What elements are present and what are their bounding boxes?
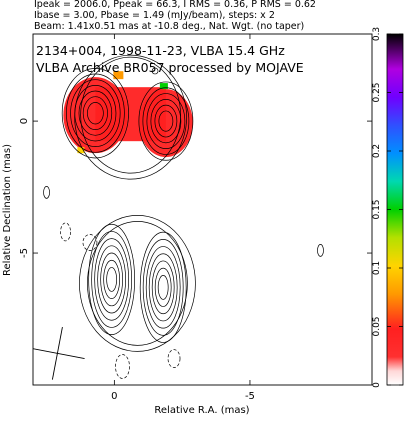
beam-minor-axis — [33, 348, 85, 359]
contour-ring — [106, 267, 117, 292]
noise-contour — [43, 185, 50, 199]
contour-ring — [61, 68, 129, 159]
contour-ring — [142, 239, 184, 336]
contour-ring — [138, 81, 194, 161]
x-axis-label: Relative R.A. (mas) — [154, 405, 249, 416]
negative-contour — [115, 354, 130, 379]
x-tick-label: -5 — [245, 391, 255, 402]
negative-contour — [82, 234, 98, 251]
contour-ring — [70, 79, 121, 148]
noise-contour — [317, 244, 324, 257]
plot-title-line-1: 2134+004, 1998-11-23, VLBA 15.4 GHz — [36, 43, 285, 58]
negative-contour — [167, 349, 181, 368]
polarization-patch — [159, 83, 168, 90]
header-stats-line-1: Ipeak = 2006.0, Ppeak = 66.3, I RMS = 0.… — [34, 0, 316, 10]
noise-contour — [151, 67, 159, 75]
contour-ring — [142, 87, 190, 155]
colorbar-tick-label: 0.1 — [372, 261, 382, 275]
polarization-patch — [113, 71, 124, 80]
colorbar-tick-label: 0.25 — [372, 82, 382, 102]
contour-ring — [145, 246, 181, 329]
contour-ring — [82, 96, 108, 130]
header-beam-line: Beam: 1.41x0.51 mas at -10.8 deg., Nat. … — [34, 21, 305, 32]
contour-ring — [150, 98, 182, 144]
polarization-patch — [95, 87, 166, 142]
colorbar-tick-label: 0.05 — [372, 316, 382, 336]
colorbar-ticks: 0 0.05 0.1 0.15 0.2 0.25 0.3 — [372, 27, 403, 388]
contour-ring — [154, 267, 172, 307]
colorbar-tick-label: 0.15 — [372, 199, 382, 219]
contour-envelope — [87, 221, 188, 346]
colorbar-tick-label: 0.3 — [372, 27, 382, 41]
contour-ring — [87, 102, 104, 125]
negative-contour — [60, 222, 71, 242]
y-tick-label: 0 — [19, 118, 30, 124]
contour-ring — [158, 110, 174, 132]
contour-ring — [88, 223, 135, 335]
contour-ring — [100, 252, 123, 307]
axis-ticks: 0 -5 0 -5 — [19, 34, 372, 402]
contour-ring — [151, 260, 175, 315]
contour-ring — [94, 238, 129, 321]
contour-ring — [148, 253, 178, 322]
contour-ring — [91, 231, 132, 328]
contour-ring — [78, 90, 113, 136]
contour-ring — [157, 275, 169, 300]
contour-layer — [33, 54, 324, 380]
polarization-patch — [77, 147, 85, 154]
y-tick-label: -5 — [19, 248, 30, 258]
contour-envelope — [79, 215, 196, 352]
colorbar-tick-label: 0 — [372, 382, 382, 388]
contour-ring — [139, 231, 187, 343]
plot-frame — [32, 33, 373, 386]
colorbar-tick-label: 0.2 — [372, 144, 382, 158]
contour-ring — [103, 259, 120, 299]
plot-title-line-2: VLBA Archive BR057 processed by MOJAVE — [36, 60, 304, 75]
header-stats-line-2: Ibase = 3.00, Pbase = 1.49 (mJy/beam), s… — [34, 10, 275, 21]
contour-ring — [97, 245, 126, 314]
contour-envelope — [74, 54, 187, 180]
y-axis-label: Relative Declination (mas) — [2, 144, 13, 276]
contour-ring — [154, 104, 178, 138]
contour-envelope — [80, 56, 181, 174]
contour-ring — [146, 93, 186, 149]
x-tick-label: 0 — [111, 391, 117, 402]
